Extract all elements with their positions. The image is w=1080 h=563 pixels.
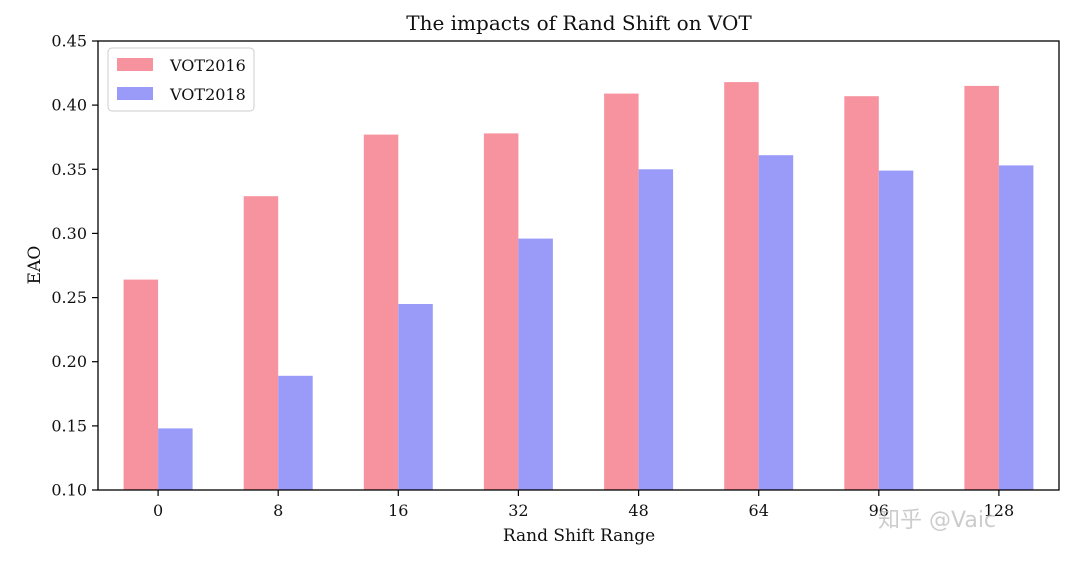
legend-label-vot2018: VOT2018 — [169, 85, 246, 104]
legend-label-vot2016: VOT2016 — [169, 56, 246, 75]
x-tick-label-48: 48 — [628, 501, 648, 520]
bar-vot2018-64 — [758, 155, 794, 490]
bar-vot2016-8 — [243, 196, 279, 490]
legend: VOT2016 VOT2018 — [107, 47, 255, 112]
bar-vot2016-128 — [964, 85, 999, 491]
bar-vot2018-48 — [638, 169, 674, 491]
bar-vot2016-64 — [724, 82, 759, 490]
x-tick-label-32: 32 — [508, 501, 528, 520]
bar-vot2018-32 — [518, 238, 553, 490]
bar-vot2018-0 — [158, 428, 193, 490]
bar-vot2016-48 — [604, 93, 639, 490]
bar-vot2018-128 — [998, 165, 1034, 490]
y-tick-label: 0.10 — [51, 481, 87, 500]
x-tick-label-128: 128 — [984, 501, 1015, 520]
bar-vot2018-96 — [878, 170, 914, 490]
plot-frame — [97, 40, 1060, 491]
bar-vot2016-16 — [363, 134, 399, 490]
y-tick-label: 0.20 — [51, 352, 87, 371]
legend-swatch-vot2018 — [117, 87, 153, 100]
watermark-text: 知乎 @Vaic — [878, 508, 996, 533]
x-tick-label-0: 0 — [153, 501, 163, 520]
y-axis-label: EAO — [25, 246, 45, 285]
y-tick-label: 0.15 — [51, 416, 87, 435]
bar-vot2016-96 — [844, 96, 879, 490]
bar-vot2018-16 — [398, 304, 433, 490]
x-tick-label-96: 96 — [869, 501, 889, 520]
y-tick-label: 0.30 — [51, 224, 87, 243]
y-tick-label: 0.40 — [51, 96, 87, 115]
chart-title: The impacts of Rand Shift on VOT — [406, 11, 752, 35]
bar-vot2018-8 — [278, 375, 313, 490]
legend-swatch-vot2016 — [117, 58, 153, 71]
bar-vot2016-32 — [483, 133, 519, 490]
x-axis: 0 8 16 32 48 64 96 128 — [153, 490, 1014, 520]
y-tick-label: 0.35 — [51, 160, 87, 179]
plot-area — [123, 82, 1034, 491]
x-tick-label-64: 64 — [749, 501, 769, 520]
x-tick-label-16: 16 — [388, 501, 408, 520]
y-tick-label: 0.25 — [51, 288, 87, 307]
bar-vot2016-0 — [123, 279, 159, 490]
x-axis-label: Rand Shift Range — [503, 526, 655, 546]
x-tick-label-8: 8 — [273, 501, 283, 520]
y-tick-label: 0.45 — [51, 32, 87, 51]
y-axis: 0.10 0.15 0.20 0.25 0.30 0.35 0.40 0.45 — [51, 32, 98, 500]
